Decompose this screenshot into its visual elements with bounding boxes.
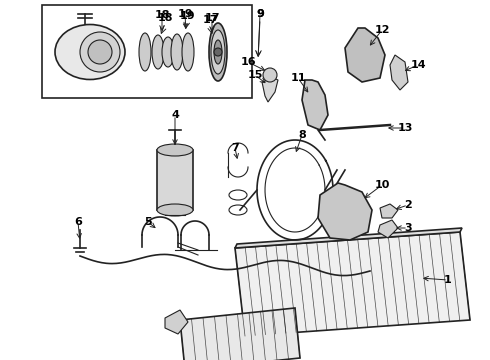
Text: 8: 8 — [298, 130, 306, 140]
Polygon shape — [380, 204, 398, 218]
Circle shape — [88, 40, 112, 64]
Ellipse shape — [55, 24, 125, 80]
Text: 12: 12 — [374, 25, 390, 35]
Bar — [42, 5, 252, 98]
Polygon shape — [235, 228, 462, 248]
Polygon shape — [345, 28, 385, 82]
Circle shape — [214, 48, 222, 56]
Polygon shape — [262, 78, 278, 102]
Text: 18: 18 — [154, 10, 170, 20]
Text: 9: 9 — [256, 9, 264, 19]
Ellipse shape — [182, 33, 194, 71]
Polygon shape — [318, 183, 372, 240]
Ellipse shape — [157, 204, 193, 216]
Polygon shape — [302, 80, 328, 130]
Text: 4: 4 — [171, 110, 179, 120]
Text: 19: 19 — [179, 11, 195, 21]
Ellipse shape — [209, 23, 227, 81]
Polygon shape — [235, 232, 470, 336]
Text: 13: 13 — [397, 123, 413, 133]
Text: 11: 11 — [290, 73, 306, 83]
Circle shape — [80, 32, 120, 72]
Text: 1: 1 — [444, 275, 452, 285]
Text: 18: 18 — [157, 13, 173, 23]
Text: 19: 19 — [177, 9, 193, 19]
Text: 5: 5 — [144, 217, 152, 227]
Text: 15: 15 — [247, 70, 263, 80]
Text: 17: 17 — [202, 15, 218, 25]
Bar — [157, 150, 193, 210]
Ellipse shape — [211, 30, 225, 74]
Text: 3: 3 — [404, 223, 412, 233]
Ellipse shape — [171, 34, 183, 70]
Ellipse shape — [162, 37, 174, 67]
Text: 2: 2 — [404, 200, 412, 210]
Text: 16: 16 — [240, 57, 256, 67]
Polygon shape — [180, 308, 300, 360]
Text: 6: 6 — [74, 217, 82, 227]
Text: 7: 7 — [231, 143, 239, 153]
Circle shape — [263, 68, 277, 82]
Ellipse shape — [214, 40, 222, 64]
Ellipse shape — [152, 35, 164, 69]
Text: 9: 9 — [256, 9, 264, 19]
Text: 14: 14 — [410, 60, 426, 70]
Ellipse shape — [139, 33, 151, 71]
Polygon shape — [378, 220, 398, 238]
Polygon shape — [165, 310, 188, 334]
Polygon shape — [390, 55, 408, 90]
Text: 10: 10 — [374, 180, 390, 190]
Text: 17: 17 — [204, 13, 220, 23]
Ellipse shape — [157, 144, 193, 156]
